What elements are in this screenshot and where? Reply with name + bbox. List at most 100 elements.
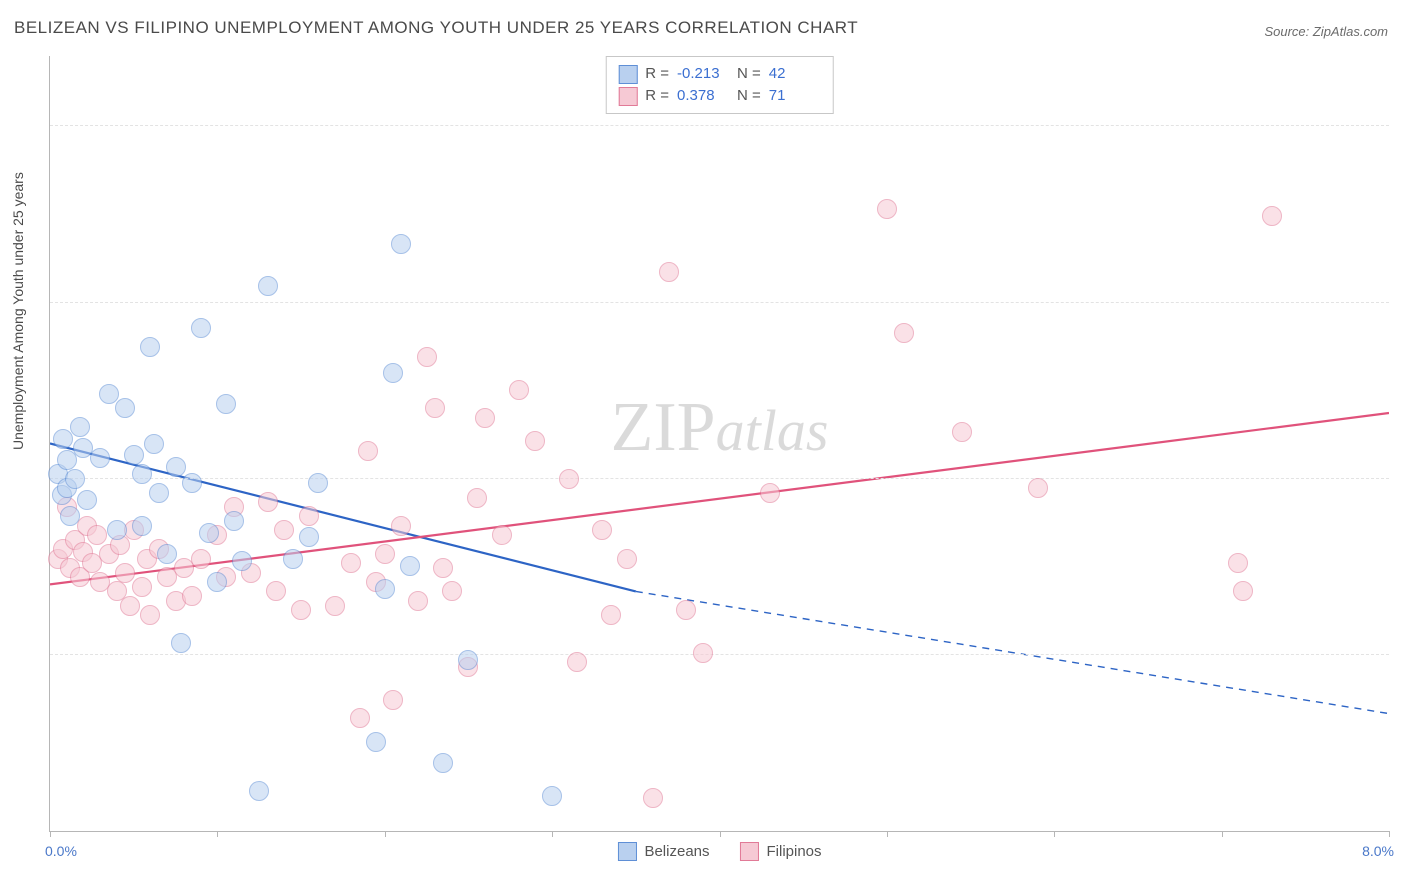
data-point-filipinos: [291, 600, 311, 620]
data-point-filipinos: [140, 605, 160, 625]
data-point-filipinos: [492, 525, 512, 545]
stats-row-belizeans: R = -0.213 N = 42: [618, 63, 821, 85]
x-tick: [1222, 831, 1223, 837]
data-point-filipinos: [693, 643, 713, 663]
legend-label-filipinos: Filipinos: [767, 843, 822, 860]
data-point-filipinos: [467, 488, 487, 508]
data-point-belizeans: [375, 579, 395, 599]
data-point-belizeans: [70, 417, 90, 437]
gridline: [50, 302, 1389, 303]
data-point-belizeans: [366, 732, 386, 752]
data-point-filipinos: [120, 596, 140, 616]
data-point-filipinos: [1233, 581, 1253, 601]
data-point-belizeans: [99, 384, 119, 404]
data-point-belizeans: [140, 337, 160, 357]
data-point-filipinos: [1262, 206, 1282, 226]
plot-area: ZIPatlas R = -0.213 N = 42 R = 0.378 N =…: [49, 56, 1389, 832]
data-point-belizeans: [433, 753, 453, 773]
data-point-filipinos: [475, 408, 495, 428]
data-point-filipinos: [894, 323, 914, 343]
data-point-filipinos: [358, 441, 378, 461]
chart-container: BELIZEAN VS FILIPINO UNEMPLOYMENT AMONG …: [0, 0, 1406, 892]
data-point-filipinos: [433, 558, 453, 578]
trend-lines: [50, 56, 1389, 831]
data-point-belizeans: [90, 448, 110, 468]
r-value-belizeans: -0.213: [677, 63, 729, 85]
data-point-filipinos: [417, 347, 437, 367]
y-tick-label: 7.5%: [1394, 647, 1406, 663]
data-point-belizeans: [391, 234, 411, 254]
swatch-filipinos-icon: [618, 87, 637, 106]
r-label: R =: [645, 85, 669, 107]
data-point-filipinos: [559, 469, 579, 489]
data-point-belizeans: [182, 473, 202, 493]
chart-title: BELIZEAN VS FILIPINO UNEMPLOYMENT AMONG …: [14, 18, 858, 38]
data-point-filipinos: [952, 422, 972, 442]
data-point-belizeans: [115, 398, 135, 418]
y-tick-label: 22.5%: [1394, 295, 1406, 311]
data-point-belizeans: [207, 572, 227, 592]
data-point-filipinos: [760, 483, 780, 503]
x-tick: [887, 831, 888, 837]
data-point-filipinos: [601, 605, 621, 625]
x-axis-min-label: 0.0%: [45, 843, 77, 859]
y-tick-label: 30.0%: [1394, 118, 1406, 134]
r-label: R =: [645, 63, 669, 85]
data-point-belizeans: [458, 650, 478, 670]
swatch-filipinos-icon: [740, 842, 759, 861]
data-point-filipinos: [1028, 478, 1048, 498]
n-value-filipinos: 71: [769, 85, 821, 107]
data-point-filipinos: [132, 577, 152, 597]
data-point-belizeans: [258, 276, 278, 296]
data-point-filipinos: [274, 520, 294, 540]
data-point-belizeans: [542, 786, 562, 806]
y-tick-label: 15.0%: [1394, 471, 1406, 487]
data-point-filipinos: [592, 520, 612, 540]
n-label: N =: [737, 63, 761, 85]
legend-label-belizeans: Belizeans: [644, 843, 709, 860]
data-point-belizeans: [400, 556, 420, 576]
x-tick: [552, 831, 553, 837]
swatch-belizeans-icon: [617, 842, 636, 861]
data-point-belizeans: [77, 490, 97, 510]
watermark: ZIPatlas: [611, 388, 829, 468]
data-point-belizeans: [299, 527, 319, 547]
data-point-belizeans: [60, 506, 80, 526]
y-axis-label: Unemployment Among Youth under 25 years: [10, 172, 26, 450]
n-value-belizeans: 42: [769, 63, 821, 85]
data-point-filipinos: [408, 591, 428, 611]
data-point-filipinos: [525, 431, 545, 451]
data-point-filipinos: [1228, 553, 1248, 573]
n-label: N =: [737, 85, 761, 107]
series-legend: Belizeans Filipinos: [617, 842, 821, 861]
data-point-filipinos: [877, 199, 897, 219]
data-point-filipinos: [643, 788, 663, 808]
watermark-atlas: atlas: [716, 398, 829, 463]
x-tick: [50, 831, 51, 837]
data-point-filipinos: [659, 262, 679, 282]
data-point-belizeans: [157, 544, 177, 564]
data-point-belizeans: [132, 464, 152, 484]
data-point-filipinos: [391, 516, 411, 536]
data-point-belizeans: [249, 781, 269, 801]
legend-item-filipinos: Filipinos: [740, 842, 822, 861]
data-point-belizeans: [166, 457, 186, 477]
stats-legend: R = -0.213 N = 42 R = 0.378 N = 71: [605, 56, 834, 114]
data-point-belizeans: [308, 473, 328, 493]
x-tick: [385, 831, 386, 837]
gridline: [50, 478, 1389, 479]
x-tick: [1389, 831, 1390, 837]
legend-item-belizeans: Belizeans: [617, 842, 709, 861]
data-point-belizeans: [224, 511, 244, 531]
data-point-filipinos: [266, 581, 286, 601]
data-point-filipinos: [191, 549, 211, 569]
data-point-belizeans: [216, 394, 236, 414]
data-point-filipinos: [299, 506, 319, 526]
data-point-filipinos: [325, 596, 345, 616]
data-point-belizeans: [191, 318, 211, 338]
data-point-filipinos: [425, 398, 445, 418]
data-point-belizeans: [232, 551, 252, 571]
source-attribution: Source: ZipAtlas.com: [1264, 24, 1388, 39]
data-point-belizeans: [383, 363, 403, 383]
data-point-filipinos: [442, 581, 462, 601]
